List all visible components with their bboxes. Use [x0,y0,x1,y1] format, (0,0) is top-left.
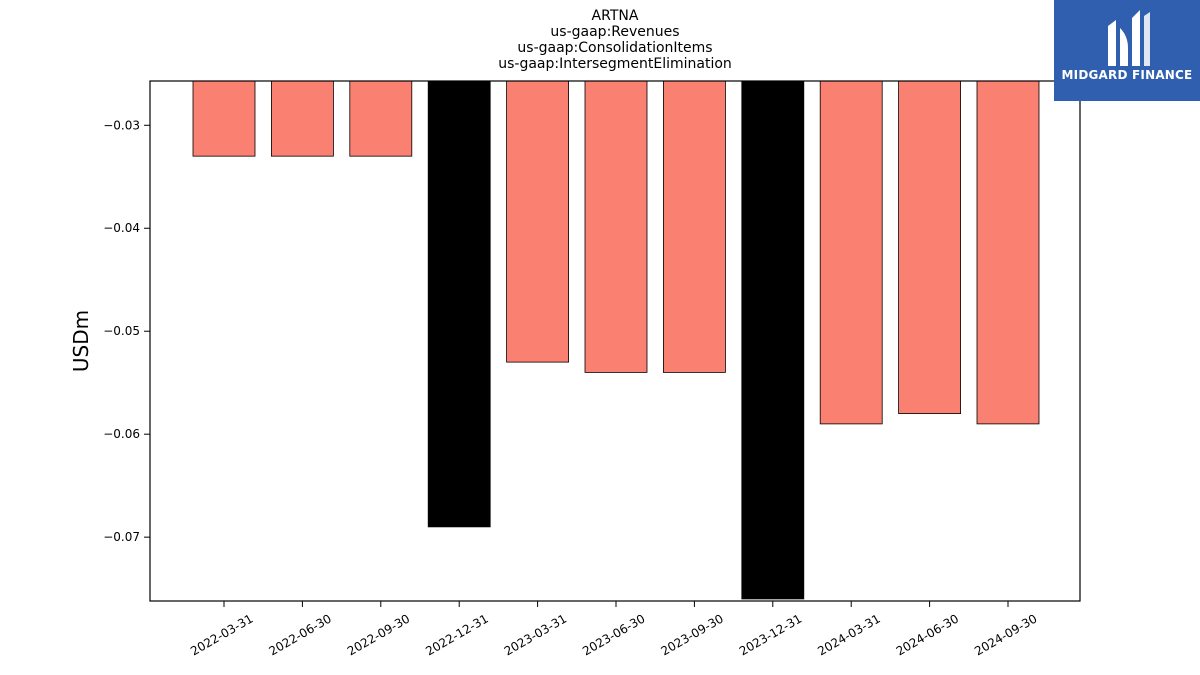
bar-2023-03-31 [506,80,570,363]
chart-title-line: ARTNA [592,8,639,24]
bar-2024-09-30 [976,80,1040,425]
x-tick-label: 2023-06-30 [580,611,647,658]
bars-group [192,80,1040,600]
bar-2023-12-31 [741,80,805,600]
x-tick-label: 2024-09-30 [972,611,1039,658]
y-tick-label: −0.06 [103,427,140,441]
chart-title-line: us-gaap:IntersegmentElimination [498,56,732,72]
midgard-finance-logo: MIDGARD FINANCE [1054,0,1200,101]
bar-2024-06-30 [898,80,961,414]
chart-title-line: us-gaap:Revenues [550,24,679,40]
chart-title-line: us-gaap:ConsolidationItems [517,40,712,56]
y-axis: −0.03 −0.04 −0.05 −0.06 −0.07 [103,118,150,544]
y-axis-label: USDm [69,310,93,372]
y-tick-label: −0.03 [103,118,140,132]
y-tick-label: −0.05 [103,324,140,338]
x-axis: 2022-03-31 2022-06-30 2022-09-30 2022-12-31… [188,601,1040,658]
x-tick-label: 2022-09-30 [345,611,412,658]
bar-2022-09-30 [349,80,413,157]
y-tick-label: −0.07 [103,530,140,544]
bar-2022-06-30 [270,80,334,157]
bar-2022-03-31 [192,80,256,157]
x-tick-label: 2024-03-31 [815,611,882,658]
x-tick-label: 2024-06-30 [894,611,961,658]
bar-2022-12-31 [427,80,491,528]
x-tick-label: 2022-12-31 [423,611,490,658]
bar-2023-09-30 [663,80,726,373]
bar-2024-03-31 [819,80,883,425]
x-tick-label: 2022-06-30 [266,611,333,658]
chart-title: ARTNAus-gaap:Revenuesus-gaap:Consolidati… [498,8,732,72]
plot-frame [149,80,1081,602]
x-tick-label: 2023-12-31 [737,611,804,658]
x-tick-label: 2023-09-30 [658,611,725,658]
y-tick-label: −0.04 [103,221,140,235]
x-tick-label: 2022-03-31 [188,611,255,658]
logo-mark-icon [1108,10,1150,66]
logo-text: MIDGARD FINANCE [1061,68,1193,82]
bar-2023-06-30 [584,80,648,373]
x-tick-label: 2023-03-31 [502,611,569,658]
